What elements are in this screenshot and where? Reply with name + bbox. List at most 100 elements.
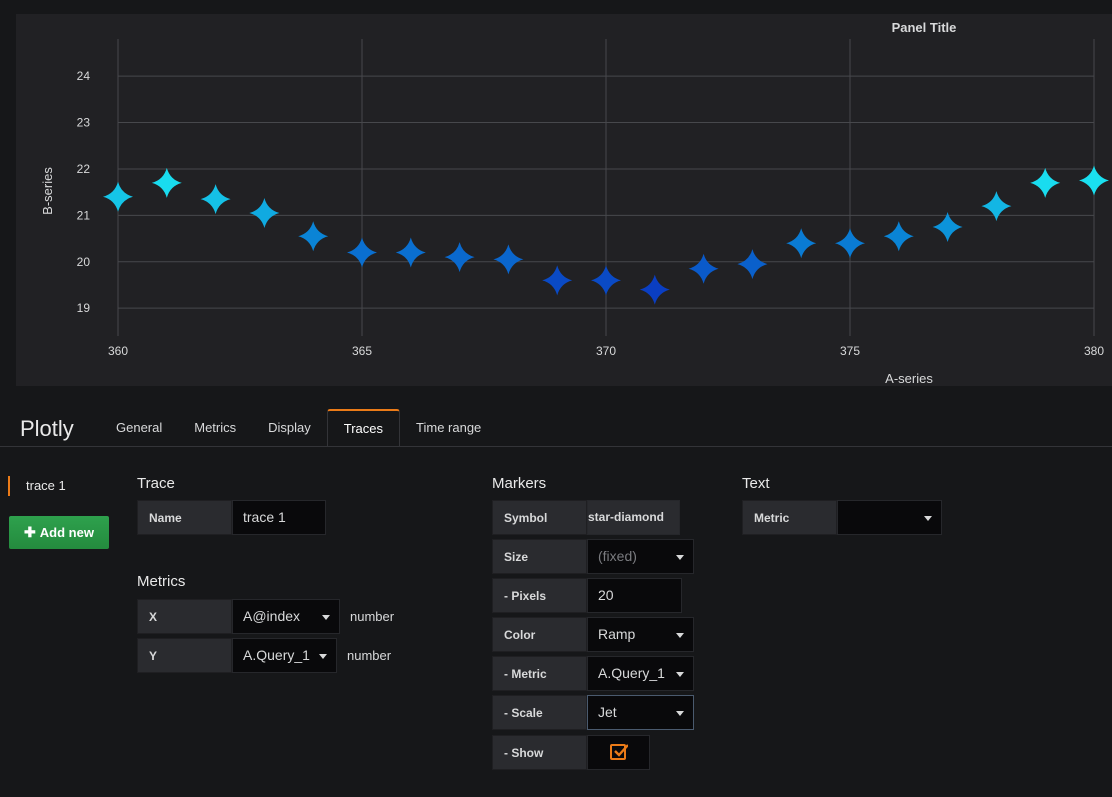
- marker-size-select[interactable]: (fixed): [587, 539, 694, 574]
- trace-name-input[interactable]: trace 1: [232, 500, 326, 535]
- metric-x-select[interactable]: A@index: [232, 599, 340, 634]
- scatter-point: [249, 198, 280, 229]
- markers-heading: Markers: [492, 475, 547, 492]
- trace-name-row: Name trace 1: [137, 500, 326, 535]
- marker-scale-value: Jet: [598, 704, 617, 720]
- tab-general[interactable]: General: [116, 420, 163, 435]
- x-axis-label: A-series: [885, 371, 933, 386]
- marker-color-label: Color: [492, 617, 587, 652]
- metrics-heading: Metrics: [137, 573, 186, 590]
- scatter-point: [444, 242, 475, 273]
- scatter-point: [493, 244, 524, 275]
- add-new-trace-button[interactable]: ✚ Add new: [9, 516, 109, 549]
- marker-size-value: (fixed): [598, 548, 637, 564]
- scatter-point: [395, 237, 426, 268]
- scatter-point: [688, 253, 719, 284]
- marker-scale-label: - Scale: [492, 695, 587, 730]
- marker-pixels-row: - Pixels 20: [492, 578, 682, 613]
- scatter-chart: 19 20 21 22 23 24 360 365 370 375 380 Panel Title A-…: [40, 20, 1109, 386]
- metric-x-value: A@index: [243, 608, 301, 624]
- y-tick-label: 20: [77, 255, 91, 269]
- caret-down-icon: [924, 516, 932, 521]
- y-tick-label: 19: [77, 301, 91, 315]
- tab-metrics[interactable]: Metrics: [194, 420, 237, 435]
- graph-panel: 19 20 21 22 23 24 360 365 370 375 380 Panel Title A-…: [16, 14, 1112, 386]
- x-tick-label: 365: [352, 344, 372, 358]
- text-heading: Text: [742, 475, 770, 492]
- scatter-point: [932, 211, 963, 242]
- tab-display[interactable]: Display: [268, 420, 311, 435]
- metric-y-value: A.Query_1: [243, 647, 310, 663]
- panel-editor: Plotly General Metrics Display Traces Ti…: [0, 400, 1112, 797]
- marker-metric-value: A.Query_1: [598, 665, 665, 681]
- scatter-point: [591, 265, 621, 296]
- trace-heading: Trace: [137, 475, 175, 492]
- scatter-point: [883, 221, 914, 252]
- y-tick-label: 22: [77, 162, 91, 176]
- trace-list-item[interactable]: trace 1: [8, 476, 66, 496]
- marker-show-label: - Show: [492, 735, 587, 770]
- tab-divider: [0, 446, 1112, 447]
- metric-y-label: Y: [137, 638, 232, 673]
- marker-scale-select[interactable]: Jet: [587, 695, 694, 730]
- metric-x-row: X A@index number: [137, 599, 394, 634]
- scatter-point: [981, 191, 1012, 222]
- marker-size-label: Size: [492, 539, 587, 574]
- marker-scale-row: - Scale Jet: [492, 695, 694, 730]
- text-metric-select[interactable]: [837, 500, 942, 535]
- marker-pixels-input[interactable]: 20: [587, 578, 682, 613]
- scatter-point: [1030, 167, 1061, 198]
- caret-down-icon: [676, 555, 684, 560]
- caret-down-icon: [676, 711, 684, 716]
- marker-metric-row: - Metric A.Query_1: [492, 656, 694, 691]
- y-axis-label: B-series: [40, 167, 55, 215]
- plugin-title: Plotly: [20, 416, 74, 441]
- chart-title: Panel Title: [892, 20, 957, 35]
- metric-x-type: number: [350, 609, 395, 624]
- trace-name-label: Name: [137, 500, 232, 535]
- scatter-point: [151, 167, 182, 198]
- text-metric-label: Metric: [742, 500, 837, 535]
- scatter-point: [103, 181, 133, 212]
- caret-down-icon: [319, 654, 327, 659]
- scatter-point: [786, 228, 817, 259]
- scatter-point: [639, 274, 670, 305]
- checkbox-checked-icon: [610, 744, 628, 760]
- x-tick-label: 360: [108, 344, 128, 358]
- marker-metric-label: - Metric: [492, 656, 587, 691]
- plus-icon: ✚: [24, 524, 36, 540]
- y-tick-label: 23: [77, 116, 91, 130]
- marker-color-select[interactable]: Ramp: [587, 617, 694, 652]
- text-metric-row: Metric: [742, 500, 942, 535]
- marker-color-row: Color Ramp: [492, 617, 694, 652]
- scatter-point: [347, 237, 377, 268]
- marker-symbol-select[interactable]: star-diamond: [587, 500, 680, 535]
- tab-time-range[interactable]: Time range: [416, 420, 482, 435]
- scatter-point: [835, 228, 865, 259]
- scatter-point: [737, 249, 768, 280]
- metric-y-select[interactable]: A.Query_1: [232, 638, 337, 673]
- caret-down-icon: [676, 633, 684, 638]
- marker-size-row: Size (fixed): [492, 539, 694, 574]
- editor-tabs: General Metrics Display Traces Time rang…: [100, 409, 497, 447]
- marker-show-row: - Show: [492, 735, 650, 770]
- scatter-point: [298, 221, 329, 252]
- x-tick-label: 370: [596, 344, 616, 358]
- marker-symbol-row: Symbol star-diamond: [492, 500, 680, 535]
- metric-y-row: Y A.Query_1 number: [137, 638, 391, 673]
- scatter-point: [1079, 165, 1109, 196]
- y-tick-label: 24: [77, 69, 91, 83]
- marker-color-value: Ramp: [598, 626, 636, 642]
- tab-traces[interactable]: Traces: [326, 409, 401, 447]
- x-tick-label: 375: [840, 344, 860, 358]
- marker-pixels-label: - Pixels: [492, 578, 587, 613]
- metric-x-label: X: [137, 599, 232, 634]
- marker-metric-select[interactable]: A.Query_1: [587, 656, 694, 691]
- scatter-point: [542, 265, 573, 296]
- marker-show-checkbox[interactable]: [587, 735, 650, 770]
- y-tick-label: 21: [77, 208, 91, 222]
- x-tick-label: 380: [1084, 344, 1104, 358]
- marker-symbol-label: Symbol: [492, 500, 587, 535]
- add-new-label: Add new: [39, 525, 94, 540]
- scatter-point: [200, 184, 231, 215]
